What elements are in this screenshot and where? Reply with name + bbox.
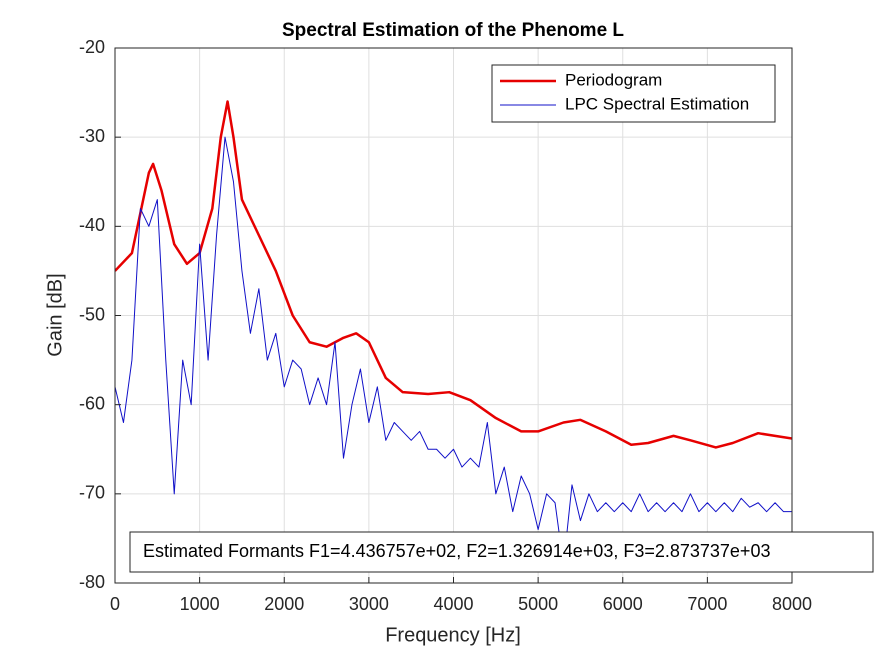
legend-box	[491, 64, 776, 123]
x-axis-label: Frequency [Hz]	[385, 624, 521, 646]
y-tick-label: -40	[79, 215, 105, 235]
y-tick-label: -20	[79, 37, 105, 57]
x-tick-label: 4000	[433, 594, 473, 614]
x-tick-label: 7000	[687, 594, 727, 614]
x-tick-label: 2000	[264, 594, 304, 614]
x-tick-label: 5000	[518, 594, 558, 614]
annotation: Estimated Formants F1=4.436757e+02, F2=1…	[143, 541, 770, 561]
axes-box	[114, 47, 793, 584]
x-tick-label: 3000	[349, 594, 389, 614]
legend-label: Periodogram	[565, 70, 662, 89]
chart-title: Spectral Estimation of the Phenome L	[282, 20, 624, 41]
y-tick-label: -70	[79, 483, 105, 503]
y-tick-label: -80	[79, 572, 105, 592]
annotation-box	[129, 531, 874, 573]
y-axis-label: Gain [dB]	[44, 273, 66, 356]
x-tick-label: 8000	[772, 594, 812, 614]
plot-area	[115, 100, 792, 566]
x-tick-label: 0	[110, 594, 120, 614]
y-tick-label: -50	[79, 304, 105, 324]
series-line	[115, 100, 792, 449]
series-line	[115, 136, 792, 566]
x-tick-label: 1000	[180, 594, 220, 614]
y-tick-label: -60	[79, 393, 105, 413]
legend-label: LPC Spectral Estimation	[565, 94, 749, 113]
y-tick-label: -30	[79, 126, 105, 146]
x-tick-label: 6000	[603, 594, 643, 614]
